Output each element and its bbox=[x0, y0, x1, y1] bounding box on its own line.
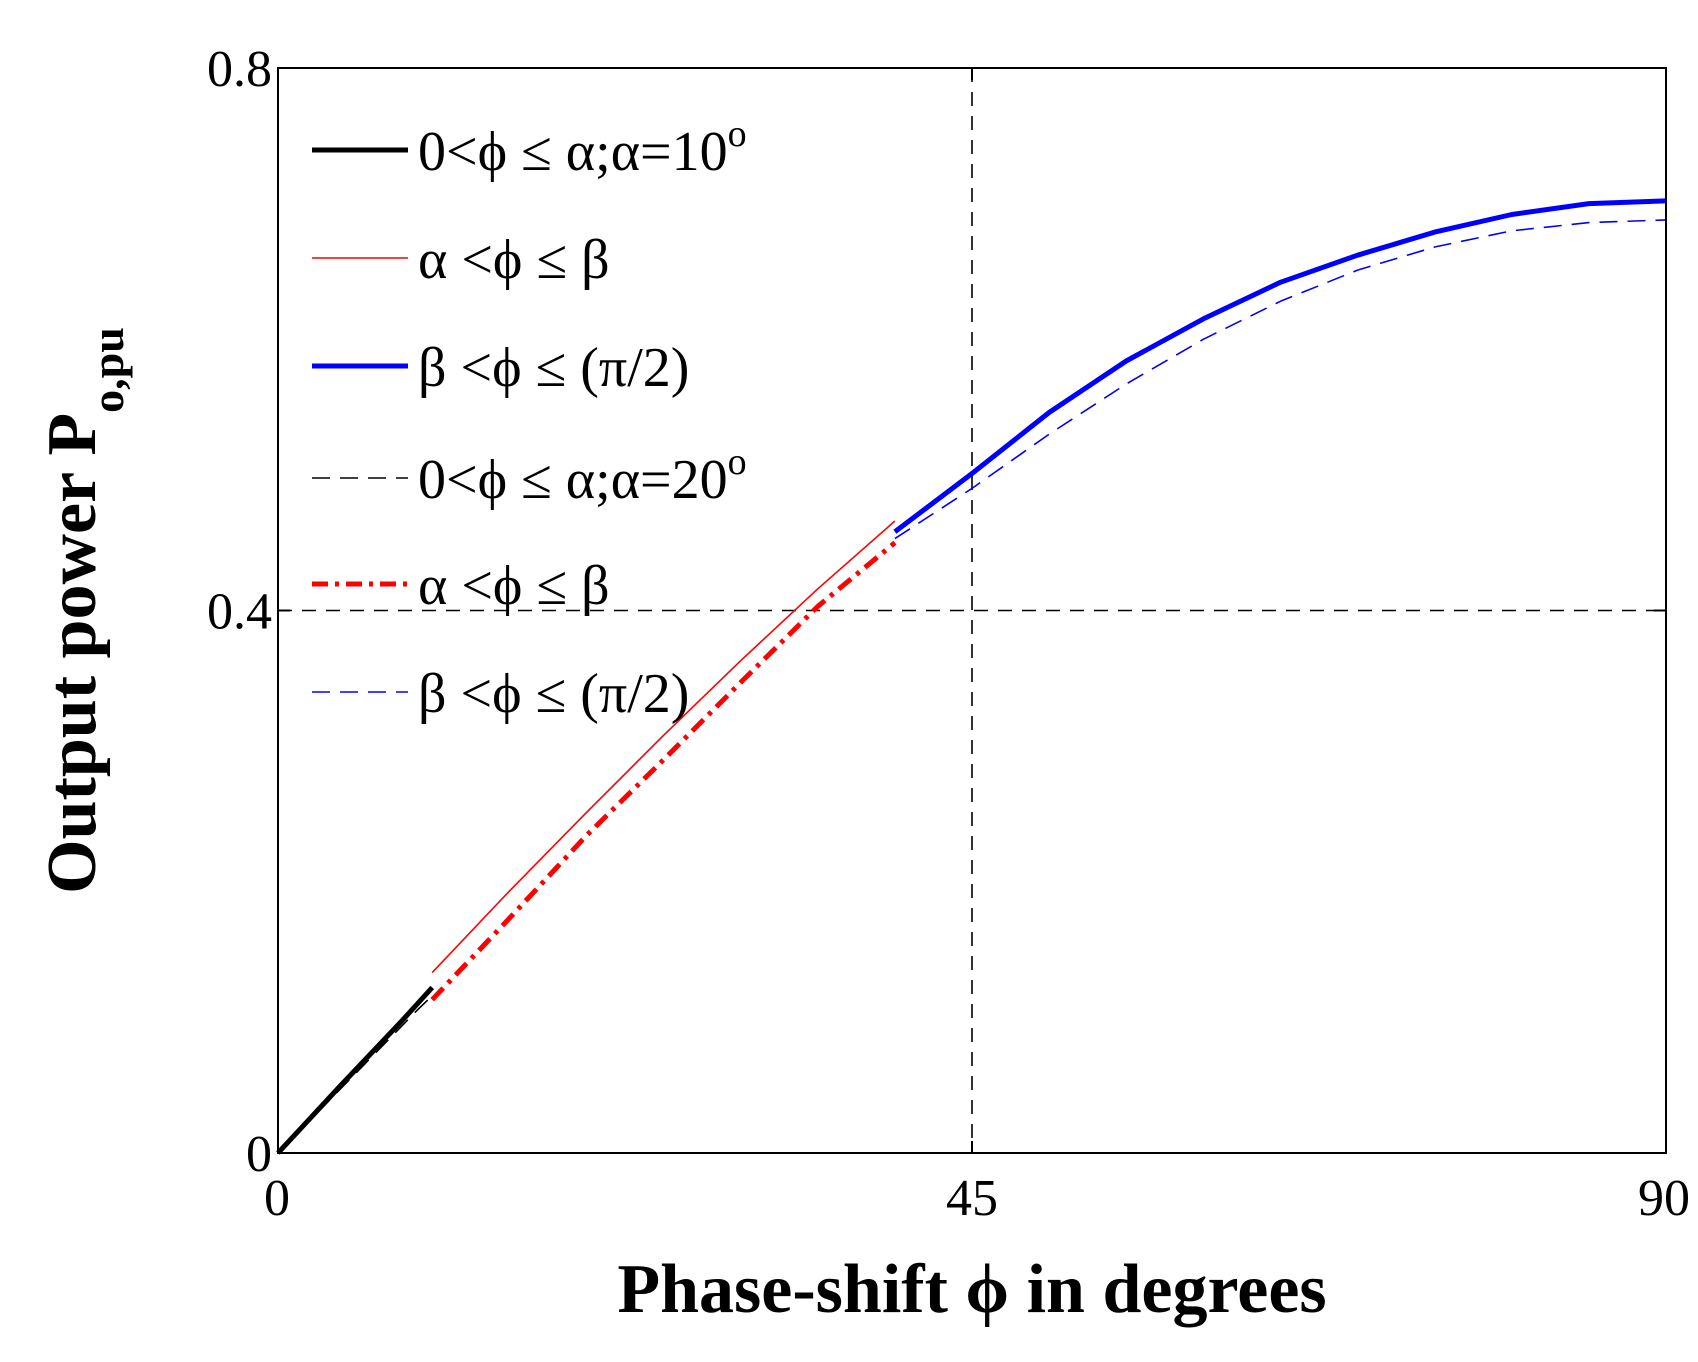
series-layer bbox=[276, 198, 1667, 1155]
legend-label-4: 0<ϕ ≤ α;α=20o bbox=[418, 441, 747, 511]
y-tick-label: 0.8 bbox=[207, 41, 272, 98]
legend: 0<ϕ ≤ α;α=10o α <ϕ ≤ β β <ϕ ≤ (π/2) 0<ϕ ≤ α… bbox=[312, 113, 747, 725]
x-axis-title: Phase-shift ϕ in degrees bbox=[617, 1251, 1326, 1328]
legend-label-2: α <ϕ ≤ β bbox=[418, 229, 610, 291]
y-axis-title: Output power Po,pu bbox=[34, 327, 133, 894]
legend-label-6: β <ϕ ≤ (π/2) bbox=[418, 663, 689, 725]
series-line-1 bbox=[276, 985, 435, 1155]
series-line-6 bbox=[894, 219, 1667, 540]
legend-label-1: 0<ϕ ≤ α;α=10o bbox=[418, 113, 747, 183]
y-axis-title-subscript: o,pu bbox=[82, 327, 133, 413]
series-line-2 bbox=[431, 520, 896, 974]
series-line-4 bbox=[277, 995, 433, 1154]
ticks-layer: 0 45 90 0 0.4 0.8 bbox=[207, 41, 1690, 1227]
reference-lines bbox=[278, 68, 1666, 1153]
x-tick-label: 90 bbox=[1638, 1170, 1690, 1227]
legend-label-5: α <ϕ ≤ β bbox=[418, 555, 610, 617]
series-line-3 bbox=[893, 198, 1667, 534]
y-tick-label: 0 bbox=[246, 1126, 272, 1183]
y-tick-label: 0.4 bbox=[207, 584, 272, 641]
y-axis-title-main: Output power P bbox=[34, 413, 111, 894]
x-tick-label: 0 bbox=[264, 1170, 290, 1227]
legend-label-3: β <ϕ ≤ (π/2) bbox=[418, 337, 689, 399]
series-line-5 bbox=[430, 540, 897, 1002]
x-tick-label: 45 bbox=[946, 1170, 998, 1227]
